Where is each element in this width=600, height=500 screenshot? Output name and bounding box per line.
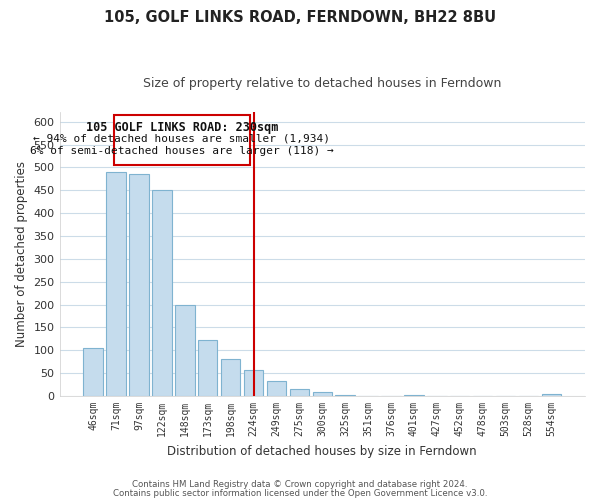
Y-axis label: Number of detached properties: Number of detached properties — [15, 162, 28, 348]
Bar — [129, 174, 149, 396]
Text: ← 94% of detached houses are smaller (1,934): ← 94% of detached houses are smaller (1,… — [34, 134, 331, 144]
Bar — [313, 392, 332, 396]
Bar — [335, 395, 355, 396]
Title: Size of property relative to detached houses in Ferndown: Size of property relative to detached ho… — [143, 78, 502, 90]
Bar — [83, 348, 103, 396]
Bar — [542, 394, 561, 396]
Bar — [404, 394, 424, 396]
Bar — [267, 381, 286, 396]
Text: 6% of semi-detached houses are larger (118) →: 6% of semi-detached houses are larger (1… — [30, 146, 334, 156]
Bar — [221, 358, 241, 396]
FancyBboxPatch shape — [114, 115, 250, 165]
Text: 105 GOLF LINKS ROAD: 230sqm: 105 GOLF LINKS ROAD: 230sqm — [86, 121, 278, 134]
Text: Contains public sector information licensed under the Open Government Licence v3: Contains public sector information licen… — [113, 488, 487, 498]
Text: 105, GOLF LINKS ROAD, FERNDOWN, BH22 8BU: 105, GOLF LINKS ROAD, FERNDOWN, BH22 8BU — [104, 10, 496, 25]
Bar — [198, 340, 217, 396]
Text: Contains HM Land Registry data © Crown copyright and database right 2024.: Contains HM Land Registry data © Crown c… — [132, 480, 468, 489]
Bar — [152, 190, 172, 396]
Bar — [175, 304, 194, 396]
Bar — [106, 172, 126, 396]
Bar — [290, 389, 309, 396]
Bar — [244, 370, 263, 396]
X-axis label: Distribution of detached houses by size in Ferndown: Distribution of detached houses by size … — [167, 444, 477, 458]
